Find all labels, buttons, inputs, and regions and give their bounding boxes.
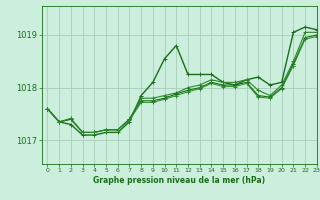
- X-axis label: Graphe pression niveau de la mer (hPa): Graphe pression niveau de la mer (hPa): [93, 176, 265, 185]
